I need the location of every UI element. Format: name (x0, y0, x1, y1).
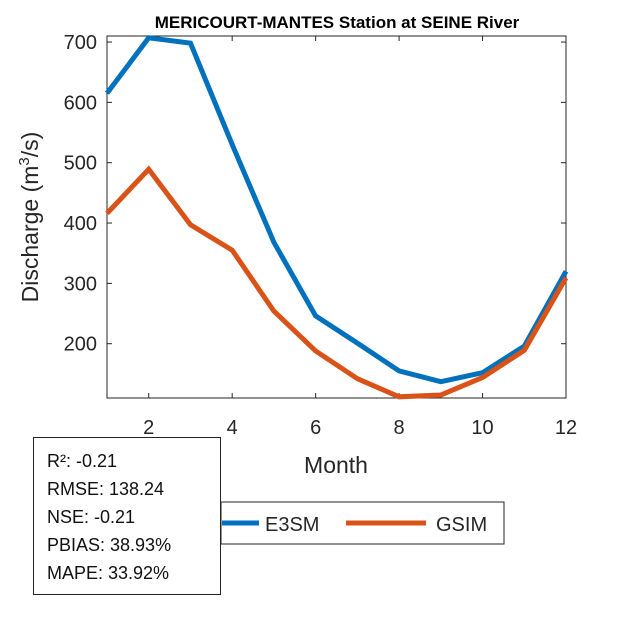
y-axis-label-superscript: 3 (16, 157, 33, 165)
stat-nse: NSE: -0.21 (47, 507, 136, 527)
y-tick-label: 300 (64, 273, 97, 295)
y-axis-label: Discharge (m3/s) (16, 132, 43, 303)
x-axis: 2 4 6 8 10 12 (143, 36, 577, 439)
legend-label-e3sm: E3SM (265, 514, 319, 536)
legend-label-gsim: GSIM (436, 514, 487, 536)
y-tick-label: 200 (64, 334, 97, 356)
stat-mape: MAPE: 33.92% (47, 563, 170, 583)
x-tick-label: 4 (227, 417, 238, 439)
x-tick-label: 2 (143, 417, 154, 439)
y-axis: 200 300 400 500 600 700 (64, 32, 566, 356)
metrics-box: R²: -0.21 RMSE: 138.24 NSE: -0.21 PBIAS:… (33, 437, 221, 595)
series-line-e3sm (105, 35, 569, 385)
x-tick-label: 8 (394, 417, 405, 439)
y-tick-label: 500 (64, 153, 97, 175)
series-lines (105, 35, 569, 400)
y-tick-label: 400 (64, 213, 97, 235)
x-axis-label: Month (304, 452, 368, 478)
stat-pbias: PBIAS: 38.93% (47, 535, 172, 555)
legend: E3SM GSIM (220, 501, 505, 545)
stat-rmse: RMSE: 138.24 (47, 479, 165, 499)
x-tick-label: 10 (471, 417, 493, 439)
y-axis-label-main: Discharge (m (17, 166, 43, 303)
chart-title: MERICOURT-MANTES Station at SEINE River (155, 13, 520, 32)
series-line-gsim (105, 165, 569, 400)
plot-area (106, 35, 567, 399)
y-axis-label-end: /s) (17, 132, 43, 158)
x-tick-label: 12 (555, 417, 577, 439)
stat-r2: R²: -0.21 (47, 451, 118, 471)
x-tick-label: 6 (310, 417, 321, 439)
y-tick-label: 600 (64, 92, 97, 114)
y-tick-label: 700 (64, 32, 97, 54)
